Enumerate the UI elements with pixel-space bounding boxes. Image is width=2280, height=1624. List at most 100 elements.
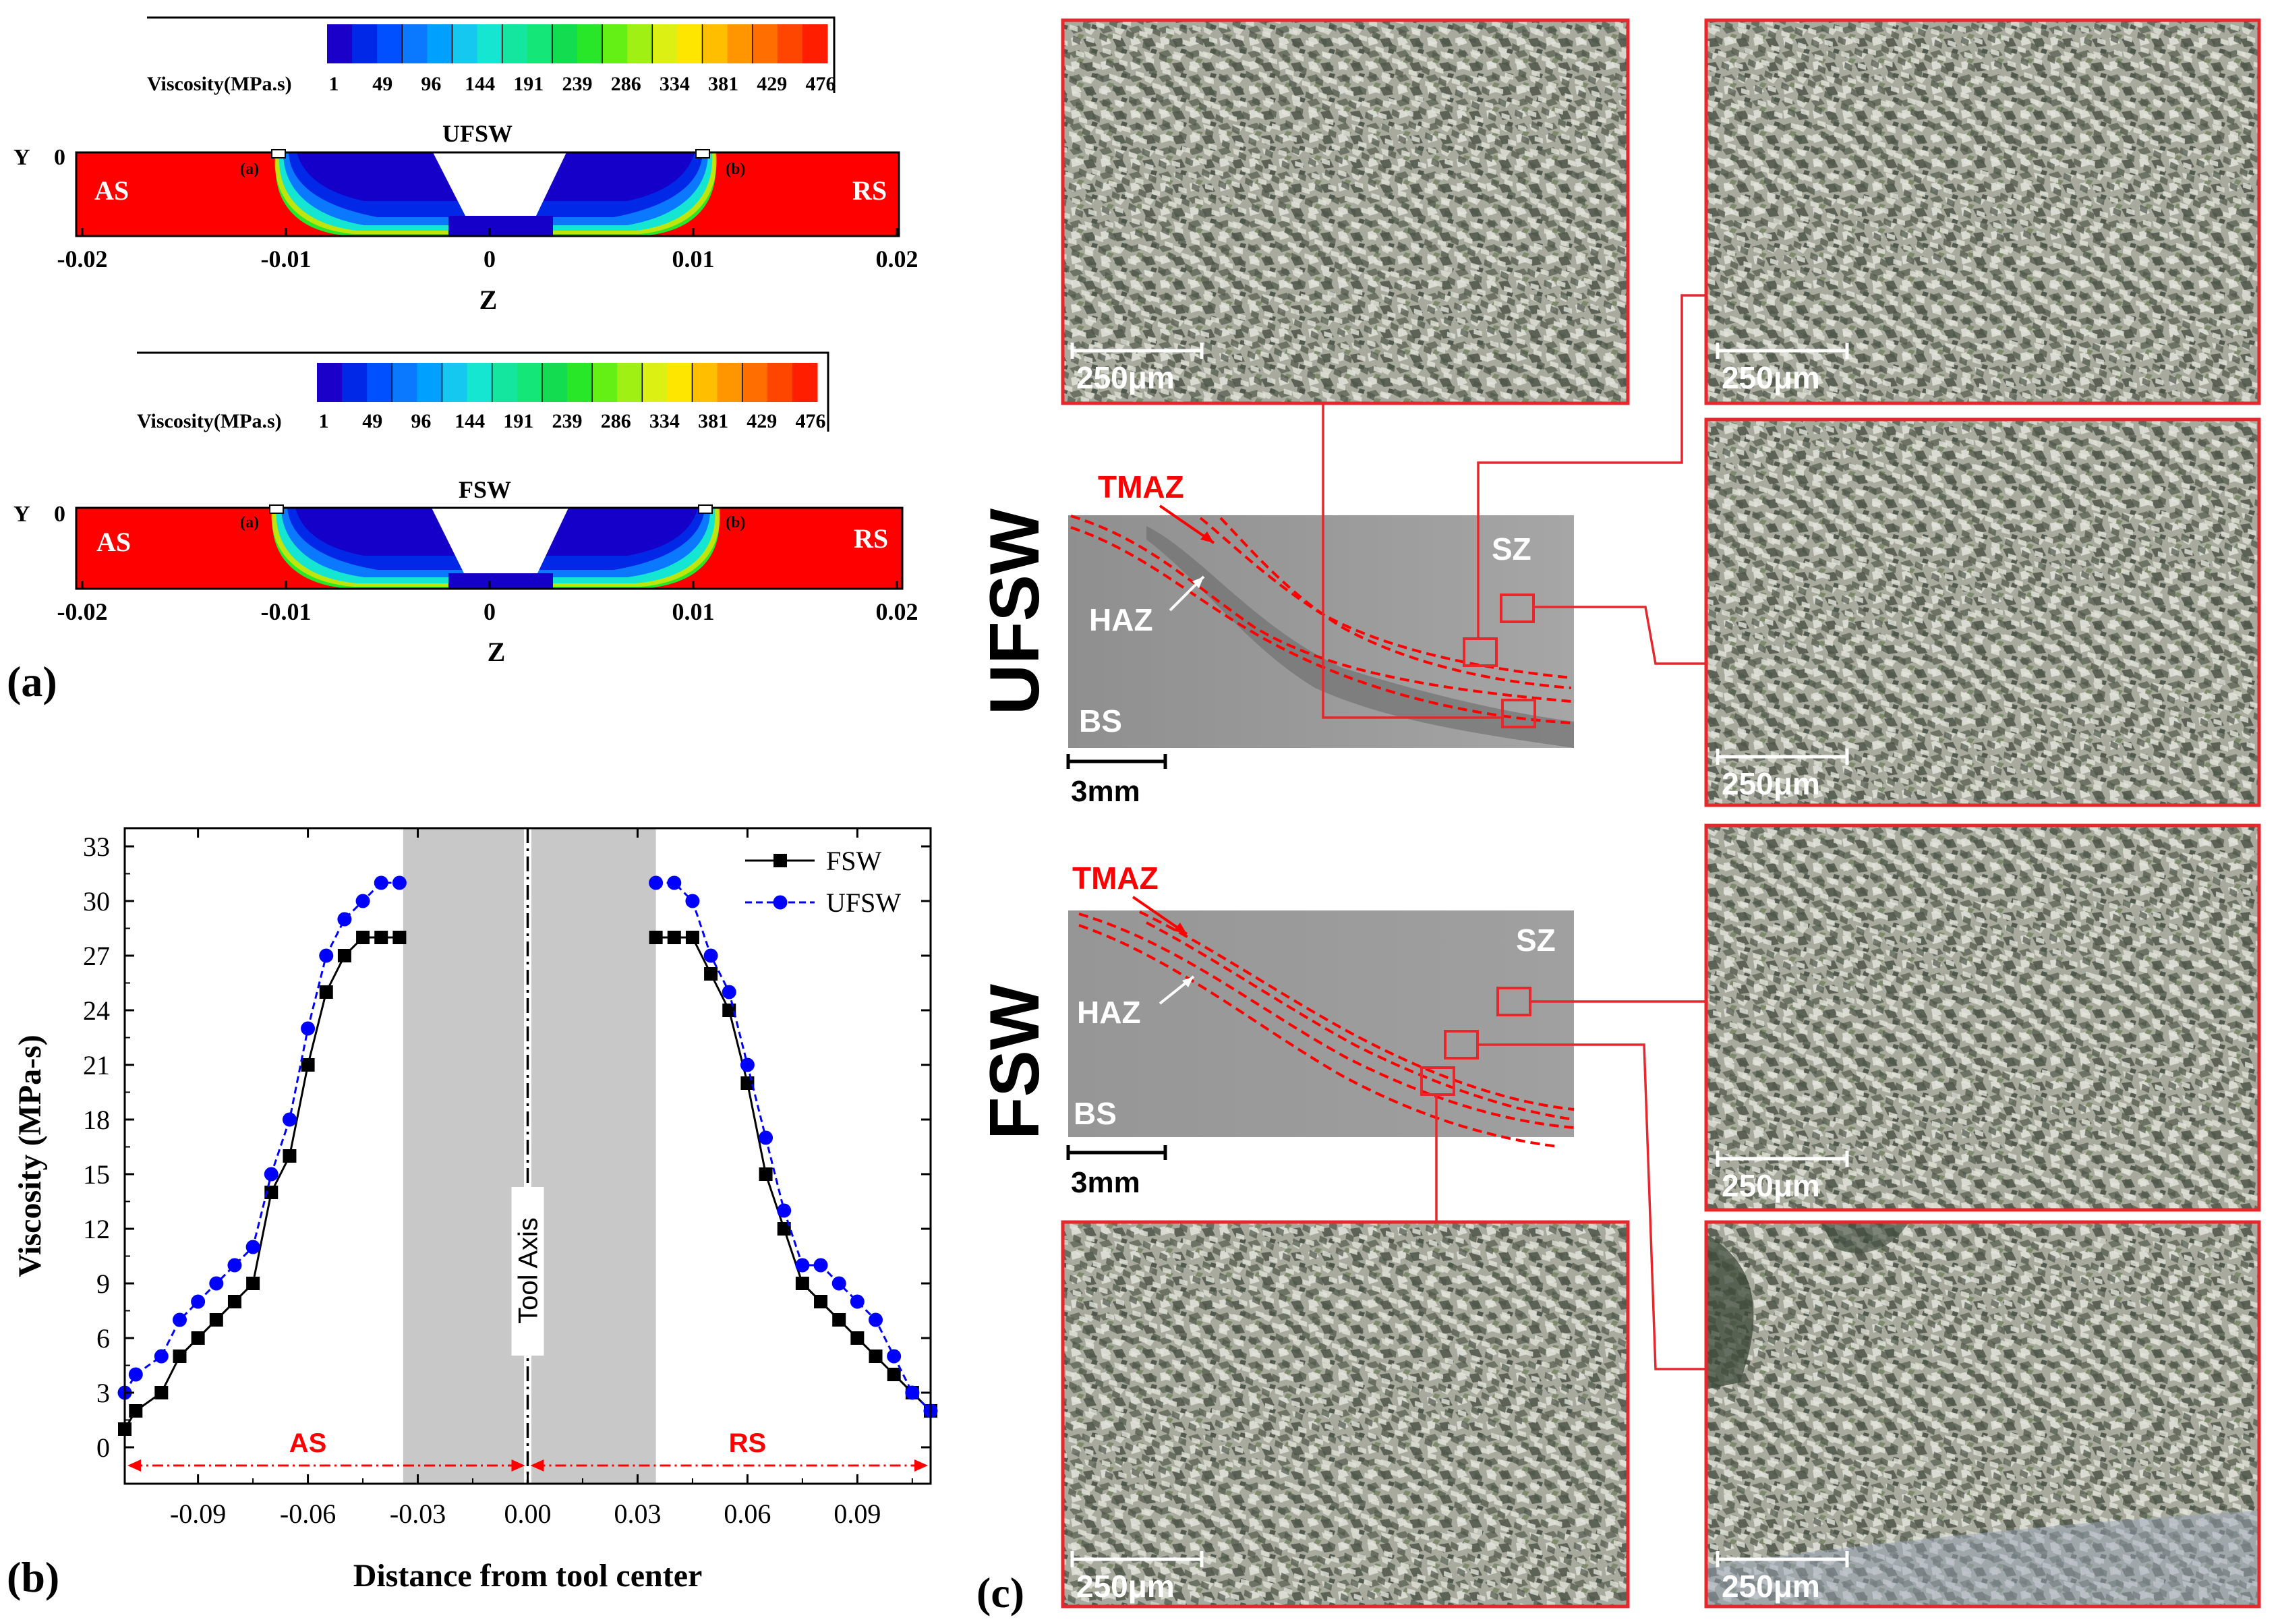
point-ufsw [850, 1294, 865, 1309]
point-fsw [356, 931, 370, 944]
colorbar-frame [137, 351, 829, 432]
point-ufsw [905, 1385, 920, 1400]
micrograph-texture [1706, 20, 2259, 403]
point-fsw [301, 1058, 315, 1072]
colorbar-tick-label: 144 [455, 410, 485, 432]
micrograph-dark-patch [1821, 1222, 1908, 1253]
point-fsw [319, 985, 333, 999]
point-ufsw [667, 875, 682, 890]
y-tick-label: 27 [83, 941, 110, 971]
point-ufsw [337, 912, 352, 927]
sz-label: SZ [1516, 923, 1556, 958]
colorbar-cell [452, 24, 478, 63]
point-ufsw [374, 875, 388, 890]
point-ufsw [740, 1057, 755, 1072]
point-ufsw [795, 1258, 810, 1273]
point-ufsw [319, 948, 334, 963]
colorbar-cell [442, 363, 468, 402]
arrow-head-icon [1182, 977, 1194, 987]
point-fsw [649, 931, 663, 944]
micro-scale-label: 250μm [1076, 360, 1175, 395]
point-a-label: (a) [240, 514, 259, 531]
tmaz-boundary-line [1139, 910, 1575, 1111]
x-axis-ticks: -0.02 -0.01 0 0.01 0.02 [57, 581, 918, 625]
series-line-ufsw [655, 881, 932, 1412]
colorbar-tick-label: 191 [513, 73, 544, 95]
x-tick-label: 0.02 [876, 245, 918, 272]
point-ufsw [722, 985, 736, 999]
colorbar-cell [792, 363, 818, 402]
point-fsw [887, 1368, 901, 1381]
y-tick-label: 3 [96, 1378, 110, 1408]
colorbar-cell [492, 363, 518, 402]
point-fsw [740, 1076, 755, 1090]
arrow-head-icon [1200, 531, 1214, 543]
point-fsw [246, 1277, 260, 1290]
macro-scale-bar [1066, 754, 1167, 769]
micro-scale-bar [1716, 749, 1849, 765]
colorbar-tick-label: 286 [611, 73, 641, 95]
colorbar-frame [147, 16, 836, 93]
sz-label: SZ [1492, 531, 1531, 567]
point-fsw [869, 1350, 883, 1363]
point-fsw [129, 1404, 143, 1418]
x-tick-label: 0.03 [614, 1499, 661, 1529]
point-ufsw [649, 875, 664, 890]
x-tick-label: 0.00 [504, 1499, 552, 1529]
micro-scale-bar [1716, 343, 1849, 359]
haz-boundary-line [1078, 924, 1558, 1148]
micro-scale-label: 250μm [1722, 1569, 1820, 1604]
viscosity-line-chart: Tool Axis 0 3 6 9 12 15 18 21 24 27 30 33 -0.09 -0.06 -… [12, 827, 938, 1594]
micro-scale-bar [1070, 343, 1204, 359]
colorbar-cell [802, 24, 828, 63]
point-fsw [264, 1186, 279, 1199]
point-ufsw [831, 1276, 846, 1291]
colorbar-cell [477, 24, 503, 63]
point-ufsw [869, 1312, 883, 1327]
micrograph-fsw-tmaz [1704, 1220, 2261, 1608]
colorbar-tick-label: 144 [465, 73, 495, 95]
micrograph-ufsw-tmaz [1704, 18, 2261, 405]
as-label: AS [289, 1428, 327, 1458]
x-tick-label: 0.06 [724, 1499, 771, 1529]
colorbar-tick-label: 429 [757, 73, 787, 95]
arrow-head-icon [127, 1459, 141, 1472]
contour-title: FSW [459, 476, 511, 503]
tool-pin-cutout [433, 152, 566, 216]
micrograph-frame [1704, 18, 2261, 405]
x-tick-label: -0.03 [390, 1499, 446, 1529]
colorbar-tick-label: 49 [362, 410, 382, 432]
panel-label-c: (c) [976, 1569, 1024, 1617]
arrow-head-icon [1173, 923, 1187, 934]
micrograph-fsw-sz [1704, 823, 2261, 1212]
legend-label: UFSW [826, 888, 901, 918]
x-tick-label: 0.02 [876, 598, 918, 625]
legend-marker [773, 895, 788, 910]
point-fsw [337, 949, 351, 962]
contour-bottom-core [448, 573, 553, 589]
micro-scale-bar [1716, 1151, 1849, 1167]
point-fsw [704, 967, 718, 981]
shoulder-right-marker [695, 149, 710, 158]
point-ufsw [282, 1112, 297, 1127]
colorbar-tick-label: 381 [698, 410, 728, 432]
colorbar-cell [767, 363, 793, 402]
contour-bottom-core [448, 216, 553, 236]
point-fsw [814, 1295, 828, 1308]
sample-box-sz [1500, 593, 1535, 623]
colorbar-cell [427, 24, 452, 63]
as-zone-label: AS [96, 527, 131, 557]
tmaz-boundary-line [1146, 921, 1575, 1121]
tmaz-label: TMAZ [1098, 469, 1184, 504]
macrograph-image [1068, 910, 1574, 1137]
y-tick-label: 30 [83, 886, 110, 917]
colorbar-cell [667, 363, 693, 402]
x-tick-label: -0.01 [261, 245, 312, 272]
micrograph-frame [1704, 417, 2261, 807]
colorbar-cell [392, 363, 417, 402]
x-tick-label: 0 [484, 245, 496, 272]
haz-label: HAZ [1077, 995, 1141, 1030]
point-b-label: (b) [726, 161, 745, 178]
tool-shoulder-region [403, 828, 525, 1484]
